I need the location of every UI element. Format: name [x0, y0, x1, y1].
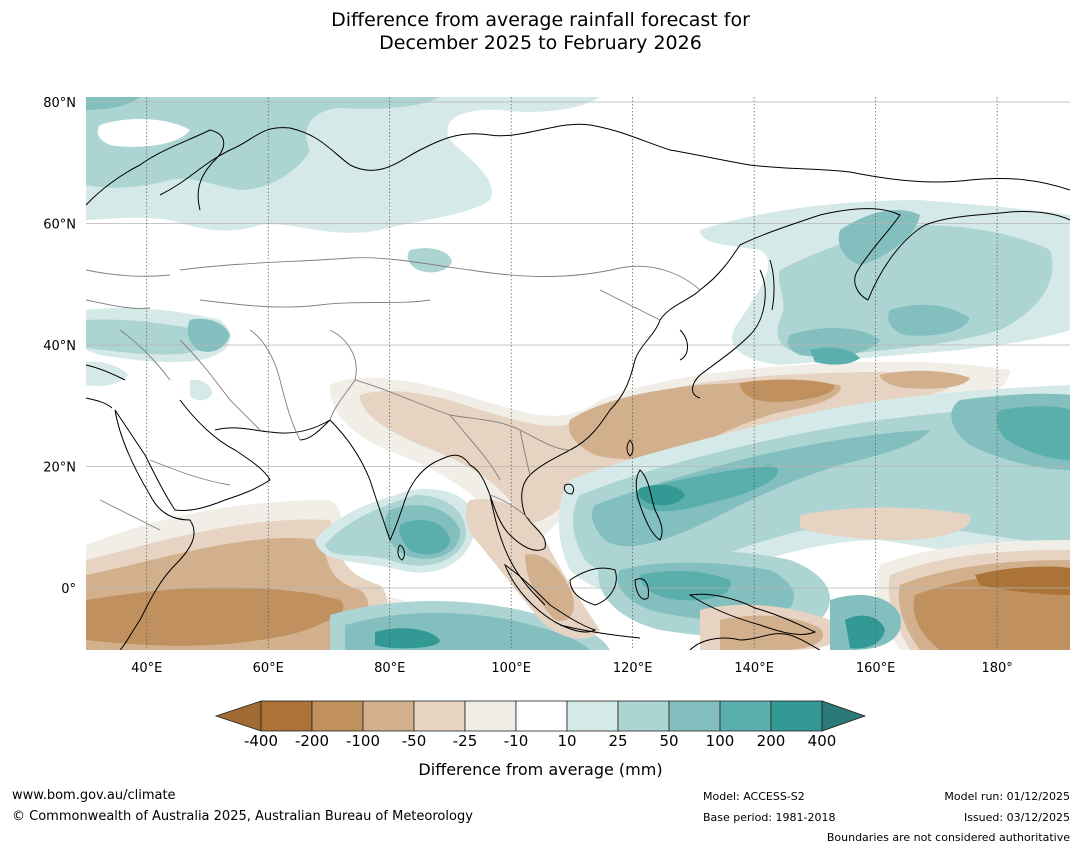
colorbar-tick-label: -25 [452, 732, 478, 750]
copyright-text: © Commonwealth of Australia 2025, Austra… [12, 809, 473, 824]
anomaly-region [640, 570, 731, 601]
anomaly-region [573, 405, 1070, 577]
anomaly-region [97, 118, 190, 147]
anomaly-region [787, 328, 880, 357]
colorbar-bin [515, 700, 568, 732]
latitude-labels: 80°N 60°N 40°N 20°N 0° [43, 96, 76, 597]
longitude-label: 120°E [613, 661, 653, 676]
anomaly-region [86, 97, 140, 110]
longitude-label: 100°E [491, 661, 531, 676]
colorbar-tick-label: 100 [705, 732, 735, 750]
anomaly-region [525, 554, 575, 621]
longitude-label: 60°E [253, 661, 284, 676]
longitude-label: 80°E [374, 661, 405, 676]
colorbar-tick-label: 10 [557, 732, 577, 750]
latitude-label: 40°N [43, 339, 76, 354]
longitude-label: 140°E [734, 661, 774, 676]
model-text: Model: ACCESS-S2 [703, 790, 805, 803]
colorbar-tick-label: -200 [294, 732, 330, 750]
colorbar-bin [311, 700, 364, 732]
map-title-line2: December 2025 to February 2026 [379, 32, 702, 54]
anomaly-region [399, 520, 450, 555]
colorbar-bin [770, 700, 823, 732]
longitude-label: 40°E [131, 661, 162, 676]
anomaly-region [187, 318, 230, 352]
colorbar-bin [617, 700, 670, 732]
latitude-label: 80°N [43, 96, 76, 111]
colorbar-tick-label: -50 [401, 732, 427, 750]
map-title: Difference from average rainfall forecas… [0, 9, 1081, 55]
colorbar-tick-label: 25 [608, 732, 628, 750]
anomaly-region [845, 615, 885, 649]
longitude-labels: 40°E 60°E 80°E 100°E 120°E 140°E 160°E 180° [131, 661, 1013, 676]
anomaly-region [190, 379, 212, 401]
colorbar [214, 700, 867, 732]
colorbar-bin [668, 700, 721, 732]
colorbar-tick-label: 50 [659, 732, 679, 750]
colorbar-tick-label: -10 [503, 732, 529, 750]
longitude-label: 180° [981, 661, 1012, 676]
colorbar-bin [362, 700, 415, 732]
issued-text: Issued: 03/12/2025 [963, 811, 1070, 824]
latitude-label: 20°N [43, 461, 76, 476]
model-run-text: Model run: 01/12/2025 [944, 790, 1070, 803]
latitude-label: 0° [61, 582, 76, 597]
colorbar-bin [413, 700, 466, 732]
anomaly-region [86, 319, 208, 355]
anomaly-region [200, 590, 344, 630]
anomaly-region [800, 507, 971, 540]
anomaly-region [86, 97, 440, 190]
colorbar-bin [566, 700, 619, 732]
anomaly-region [880, 370, 970, 389]
anomaly-region [888, 304, 970, 336]
colorbar-tick-label: 200 [756, 732, 786, 750]
colorbar-bin [719, 700, 772, 732]
anomaly-region [996, 406, 1070, 460]
base-period-text: Base period: 1981-2018 [703, 811, 836, 824]
anomaly-region [777, 225, 1053, 356]
colorbar-tick-label: -100 [345, 732, 381, 750]
colorbar-under-arrow [214, 700, 262, 732]
latitude-label: 60°N [43, 218, 76, 233]
anomaly-region [592, 430, 930, 547]
country-borders [86, 257, 701, 531]
anomaly-region [740, 379, 835, 403]
colorbar-bin [464, 700, 517, 732]
anomaly-region [375, 628, 440, 649]
disclaimer-text: Boundaries are not considered authoritat… [826, 831, 1070, 844]
map-title-line1: Difference from average rainfall forecas… [331, 9, 750, 31]
colorbar-tick-label: -400 [243, 732, 279, 750]
colorbar-over-arrow [821, 700, 867, 732]
graticule [86, 97, 1070, 650]
anomaly-region [810, 347, 860, 365]
colorbar-title: Difference from average (mm) [418, 760, 663, 779]
longitude-label: 160°E [856, 661, 896, 676]
bom-url-link[interactable]: www.bom.gov.au/climate [12, 788, 176, 803]
colorbar-bin [260, 700, 313, 732]
colorbar-tick-label: 400 [807, 732, 837, 750]
